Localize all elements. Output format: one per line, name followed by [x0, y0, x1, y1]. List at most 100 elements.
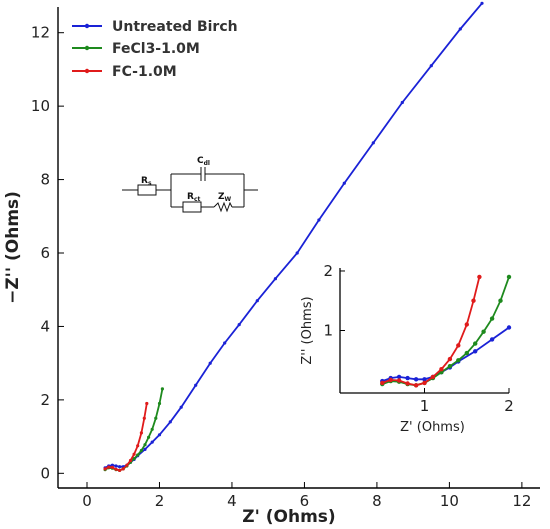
x-axis-title: Z' (Ohms): [242, 507, 335, 527]
inset-series-point-2: [447, 356, 453, 362]
inset-series-line-1: [381, 276, 510, 387]
legend-label-untreated: Untreated Birch: [112, 19, 238, 35]
series-point-0: [342, 181, 346, 185]
inset-series-point-1: [456, 358, 461, 363]
inset-series-point-2: [477, 274, 482, 280]
inset-series-point-1: [447, 364, 453, 369]
x-tick-label: 2: [155, 492, 165, 510]
legend-marker-fecl3: [84, 45, 90, 51]
inset-x-tick-label: 1: [420, 397, 430, 415]
series-point-2: [132, 452, 136, 456]
series-point-0: [400, 100, 404, 105]
x-tick-label: 6: [300, 492, 310, 510]
series-point-1: [160, 387, 164, 391]
legend-label-fecl3: FeCl3-1.0M: [112, 41, 200, 57]
inset-series-point-2: [405, 381, 410, 386]
series-point-1: [147, 435, 151, 439]
inset-series: [380, 274, 512, 388]
circuit-zw-element: [213, 201, 233, 213]
series-point-2: [125, 463, 129, 467]
inset-series-point-1: [498, 298, 503, 303]
x-tick-label: 0: [82, 492, 92, 510]
y-tick-label: 10: [31, 97, 50, 115]
series-point-0: [255, 299, 259, 303]
inset-series-line-2: [381, 276, 481, 387]
y-tick-label: 12: [31, 24, 50, 42]
series-point-1: [136, 453, 140, 457]
series-point-0: [194, 383, 198, 387]
series-point-0: [208, 361, 212, 365]
series-point-2: [107, 465, 111, 469]
inset-axes: 1 2 1 2 Z' (Ohms) Z'' (Ohms): [300, 262, 514, 435]
x-tick-label: 8: [372, 492, 382, 510]
series-point-1: [143, 443, 147, 447]
inset-series-point-0: [413, 377, 419, 382]
circuit-rct-resistor: [182, 201, 202, 213]
inset-series-point-1: [473, 341, 478, 346]
x-tick-label: 12: [512, 492, 531, 510]
series-point-0: [371, 141, 375, 145]
inset-series-point-2: [456, 343, 461, 348]
circuit-label-rs: Rs: [141, 176, 152, 187]
x-tick-label: 10: [440, 492, 459, 510]
inset-series-point-2: [388, 377, 393, 383]
inset-series-point-1: [481, 329, 486, 334]
inset-series-point-2: [471, 298, 476, 303]
inset-x-axis-title: Z' (Ohms): [400, 420, 465, 435]
series-point-2: [145, 401, 149, 406]
equivalent-circuit: [122, 167, 258, 213]
series-point-1: [157, 401, 162, 406]
series-point-2: [139, 431, 143, 435]
y-axis-title: −Z'' (Ohms): [3, 191, 23, 304]
circuit-labels: Rs Cdl Rct ZW: [141, 156, 232, 203]
inset-series-point-1: [464, 350, 469, 356]
inset-series-line-0: [381, 326, 510, 382]
series-point-1: [150, 427, 154, 431]
inset-series-point-1: [489, 316, 495, 321]
series-point-0: [223, 341, 227, 345]
series-point-0: [179, 405, 183, 409]
series-point-2: [121, 467, 125, 471]
series-point-2: [142, 416, 146, 420]
series-point-0: [237, 323, 241, 327]
legend-marker-fc: [84, 68, 90, 74]
circuit-label-zw: ZW: [218, 192, 232, 203]
series-point-0: [143, 447, 147, 451]
series-point-0: [317, 218, 321, 222]
legend-label-fc: FC-1.0M: [112, 64, 177, 80]
inset-series-point-2: [413, 383, 419, 388]
series-point-2: [128, 458, 133, 463]
legend: Untreated Birch FeCl3-1.0M FC-1.0M: [72, 19, 238, 80]
series-point-1: [154, 416, 158, 420]
inset-series-point-0: [422, 377, 427, 382]
inset-y-tick-label: 1: [323, 322, 333, 340]
x-tick-label: 4: [227, 492, 237, 510]
series-point-2: [110, 465, 114, 469]
series-point-0: [295, 251, 299, 255]
series-point-0: [429, 64, 433, 68]
series-point-0: [114, 464, 118, 468]
series-point-2: [136, 444, 140, 448]
series-point-2: [114, 467, 118, 471]
inset-series-point-0: [396, 374, 402, 380]
inset-series-point-2: [396, 378, 402, 383]
inset-y-tick-label: 2: [323, 262, 333, 280]
inset-series-point-2: [422, 380, 427, 386]
series-point-1: [139, 448, 143, 453]
y-tick-label: 0: [40, 464, 50, 482]
y-tick-label: 4: [40, 317, 50, 335]
circuit-label-cdl: Cdl: [197, 156, 210, 167]
inset-series-point-0: [473, 349, 478, 354]
main-series: [103, 1, 484, 472]
inset-series-point-2: [464, 322, 469, 327]
series-point-0: [480, 1, 484, 5]
series-point-0: [150, 440, 154, 444]
inset-series-point-0: [489, 337, 495, 342]
inset-series-point-2: [439, 367, 444, 372]
inset-y-axis-title: Z'' (Ohms): [300, 296, 315, 364]
series-point-0: [168, 420, 172, 424]
series-point-0: [110, 463, 114, 467]
series-point-0: [157, 433, 162, 437]
